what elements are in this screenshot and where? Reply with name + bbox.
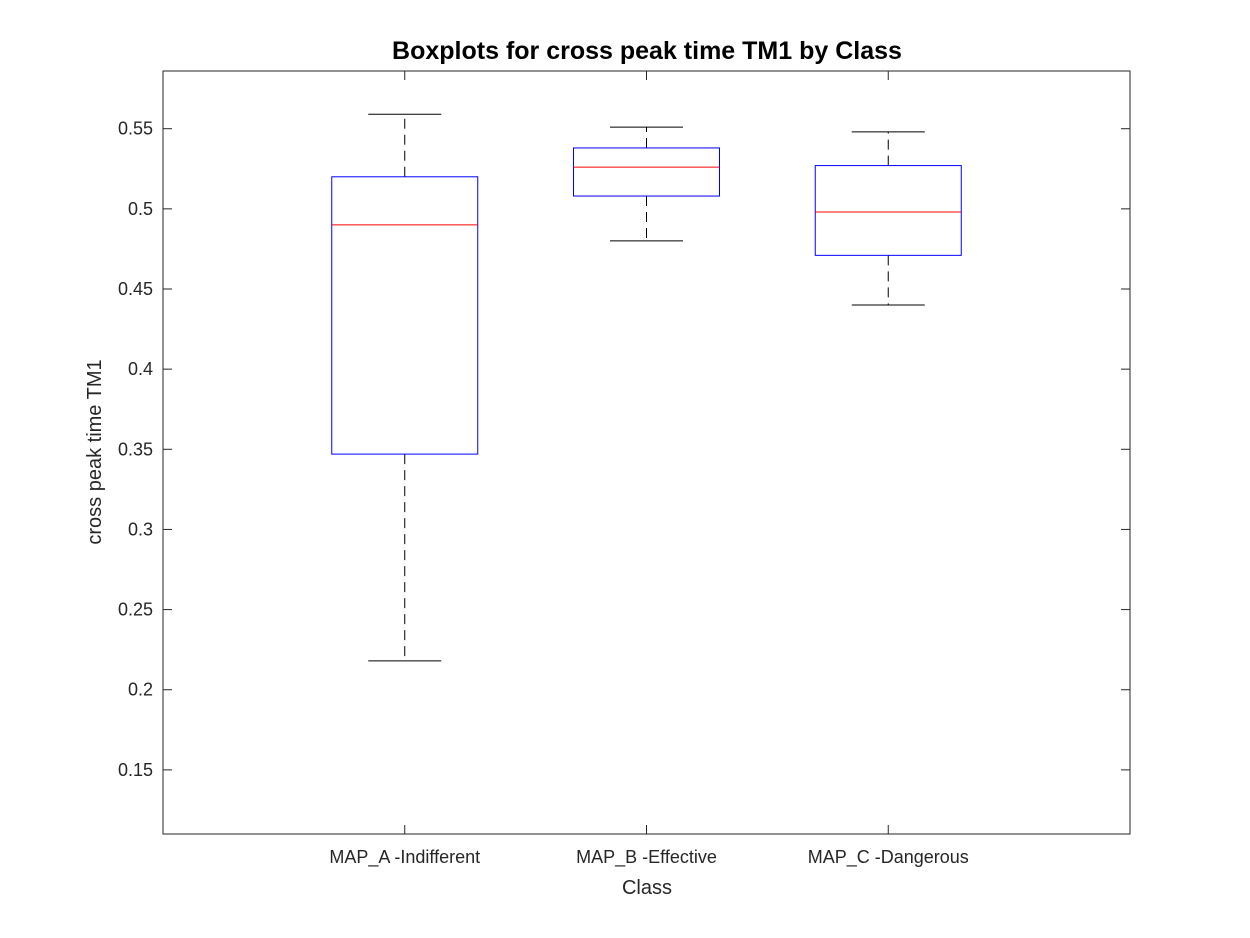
x-axis: MAP_A -Indifferent MAP_B -Effective MAP_C … xyxy=(329,71,969,868)
box-2 xyxy=(573,126,720,242)
y-tick-label: 0.4 xyxy=(128,359,153,379)
box-3 xyxy=(814,131,962,306)
box-iqr xyxy=(814,165,962,256)
chart-title: Boxplots for cross peak time TM1 by Clas… xyxy=(392,37,902,65)
y-axis: 0.15 0.2 0.25 0.3 0.35 0.4 0.45 0.5 0.55 xyxy=(118,119,1130,780)
y-tick-label: 0.15 xyxy=(118,760,153,780)
plot-area xyxy=(162,70,1131,835)
y-tick-label: 0.55 xyxy=(118,119,153,139)
x-tick-label: MAP_B -Effective xyxy=(576,847,717,868)
box-iqr xyxy=(331,176,479,455)
x-tick-label: MAP_A -Indifferent xyxy=(329,847,480,868)
y-tick-label: 0.35 xyxy=(118,439,153,459)
y-tick-label: 0.45 xyxy=(118,279,153,299)
x-tick-label: MAP_C -Dangerous xyxy=(808,847,969,868)
x-axis-label: Class xyxy=(622,877,672,899)
box-iqr xyxy=(573,147,720,197)
y-axis-label: cross peak time TM1 xyxy=(84,359,106,544)
y-tick-label: 0.3 xyxy=(128,519,153,539)
y-tick-label: 0.5 xyxy=(128,199,153,219)
boxes-group xyxy=(331,113,962,662)
y-tick-label: 0.2 xyxy=(128,680,153,700)
y-tick-label: 0.25 xyxy=(118,600,153,620)
box-1 xyxy=(331,113,479,662)
